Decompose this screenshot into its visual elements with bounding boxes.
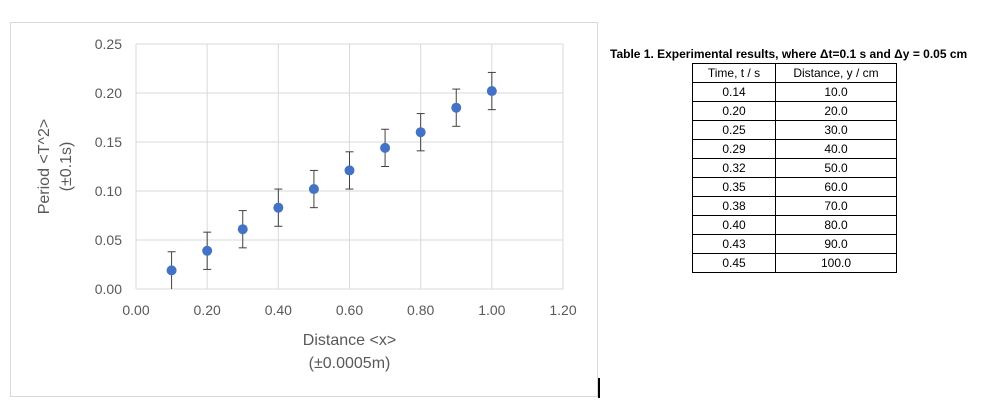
table-row: 0.29 40.0 [692, 139, 897, 159]
data-point [380, 142, 391, 153]
y-tick-label: 0.10 [95, 183, 122, 199]
y-tick-label: 0.20 [95, 85, 122, 101]
distance-cell: 30.0 [775, 120, 897, 140]
time-cell: 0.40 [692, 215, 776, 235]
table-row: 0.32 50.0 [692, 158, 897, 178]
y-axis-subtitle: (±0.1s) [58, 142, 75, 192]
y-tick-label: 0.25 [95, 36, 122, 52]
chart-area: 0.00 0.05 0.10 0.15 0.20 0.25 0.00 0.20 0.40 0.60… [10, 22, 598, 397]
table-row: 0.25 30.0 [692, 120, 897, 140]
data-point [308, 184, 319, 195]
data-point [486, 86, 497, 97]
table-header-row: Time, t / s Distance, y / cm [692, 63, 897, 83]
time-cell: 0.38 [692, 196, 776, 216]
distance-cell: 100.0 [775, 253, 897, 273]
time-cell: 0.32 [692, 158, 776, 178]
y-tick-label: 0.05 [95, 232, 122, 248]
time-cell: 0.35 [692, 177, 776, 197]
x-tick-label: 0.00 [122, 302, 149, 318]
time-cell: 0.14 [692, 82, 776, 102]
results-table: Time, t / s Distance, y / cm 0.14 10.0 0.… [692, 63, 897, 273]
table-row: 0.40 80.0 [692, 215, 897, 235]
x-tick-label: 0.60 [336, 302, 363, 318]
distance-cell: 40.0 [775, 139, 897, 159]
table-row: 0.38 70.0 [692, 196, 897, 216]
y-tick-label: 0.15 [95, 134, 122, 150]
x-tick-label: 0.40 [265, 302, 292, 318]
header-distance: Distance, y / cm [775, 63, 897, 83]
distance-cell: 90.0 [775, 234, 897, 254]
table-row: 0.45 100.0 [692, 253, 897, 273]
x-tick-label: 1.00 [478, 302, 505, 318]
data-point [166, 265, 177, 276]
data-point [451, 102, 462, 113]
table-row: 0.35 60.0 [692, 177, 897, 197]
y-tick-label: 0.00 [95, 281, 122, 297]
text-cursor [598, 378, 600, 398]
time-cell: 0.25 [692, 120, 776, 140]
data-point [237, 224, 248, 235]
x-axis-title: Distance <x> [303, 332, 396, 349]
data-point [344, 165, 355, 176]
x-tick-label: 1.20 [549, 302, 576, 318]
table-row: 0.43 90.0 [692, 234, 897, 254]
table-row: 0.14 10.0 [692, 82, 897, 102]
time-cell: 0.20 [692, 101, 776, 121]
y-axis-title: Period <T^2> [36, 119, 53, 215]
distance-cell: 80.0 [775, 215, 897, 235]
distance-cell: 60.0 [775, 177, 897, 197]
table-row: 0.20 20.0 [692, 101, 897, 121]
distance-cell: 20.0 [775, 101, 897, 121]
distance-cell: 10.0 [775, 82, 897, 102]
table-caption: Table 1. Experimental results, where Δt=… [610, 47, 968, 61]
data-point [202, 245, 213, 256]
data-point [415, 127, 426, 138]
scatter-chart: 0.00 0.05 0.10 0.15 0.20 0.25 0.00 0.20 0.40 0.60… [36, 36, 577, 372]
distance-cell: 70.0 [775, 196, 897, 216]
data-point [273, 202, 284, 213]
header-time: Time, t / s [692, 63, 776, 83]
distance-cell: 50.0 [775, 158, 897, 178]
time-cell: 0.45 [692, 253, 776, 273]
x-tick-label: 0.80 [407, 302, 434, 318]
x-tick-label: 0.20 [194, 302, 221, 318]
time-cell: 0.29 [692, 139, 776, 159]
time-cell: 0.43 [692, 234, 776, 254]
results-table-block: Table 1. Experimental results, where Δt=… [610, 47, 1000, 273]
x-axis-subtitle: (±0.0005m) [309, 355, 391, 372]
